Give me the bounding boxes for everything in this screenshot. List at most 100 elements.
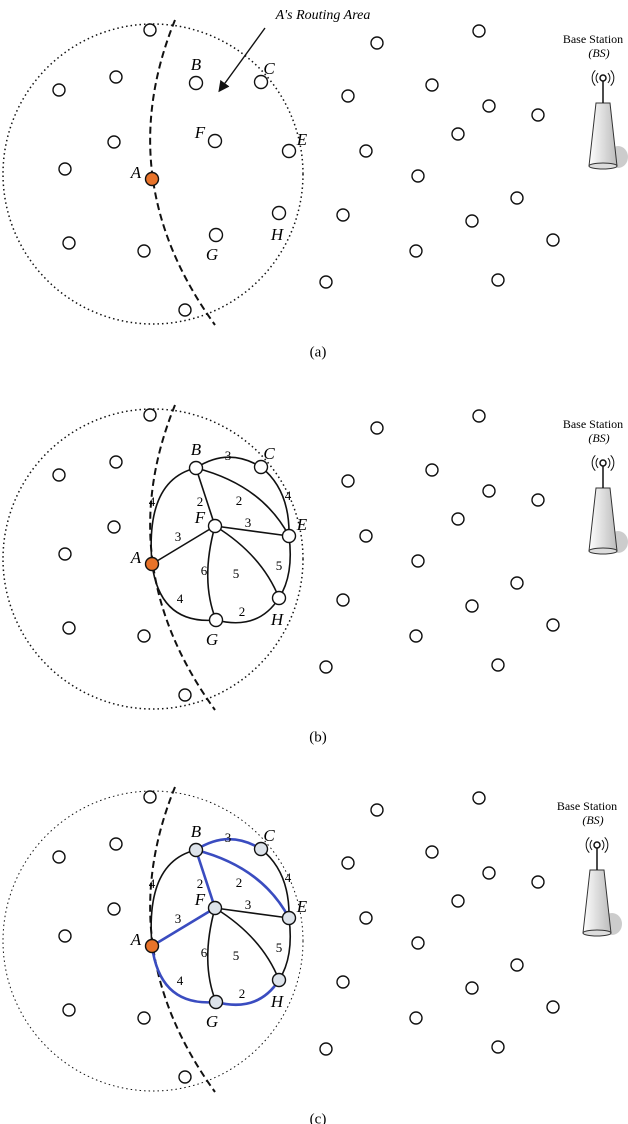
- sensor-node: [510, 576, 524, 590]
- sensor-node: [491, 1040, 505, 1054]
- edge: [195, 467, 216, 527]
- sensor-node: [137, 629, 151, 643]
- panel-caption: (b): [309, 729, 327, 745]
- sensor-node: [107, 902, 121, 916]
- sensor-node: [109, 455, 123, 469]
- sensor-node: [482, 99, 496, 113]
- sensor-node: [319, 660, 333, 674]
- antenna-top: [599, 74, 607, 82]
- sensor-node: [472, 791, 486, 805]
- node-label: B: [191, 55, 202, 74]
- signal-wave: [585, 836, 590, 854]
- sensor-node: [62, 621, 76, 635]
- sensor-node: [465, 214, 479, 228]
- node: [207, 518, 223, 534]
- node-label: B: [191, 440, 202, 459]
- node-label: E: [296, 515, 308, 534]
- node-label: F: [194, 508, 206, 527]
- edge: [150, 945, 217, 1004]
- node-label: A: [130, 163, 142, 182]
- sensor-node: [409, 1011, 423, 1025]
- sensor-node: [178, 688, 192, 702]
- sensor-node: [62, 1003, 76, 1017]
- sensor-node: [52, 468, 66, 482]
- edge: [151, 906, 216, 948]
- edge-weight: 4: [149, 494, 156, 509]
- sensor-node: [546, 1000, 560, 1014]
- edge-weight: 5: [276, 940, 283, 955]
- signal-wave: [601, 839, 605, 851]
- sensor-node: [425, 845, 439, 859]
- node-label: F: [194, 890, 206, 909]
- sensor-node: [451, 512, 465, 526]
- edge-weight: 6: [201, 563, 208, 578]
- edge-weight: 2: [239, 604, 246, 619]
- sensor-node: [482, 484, 496, 498]
- sensor-node: [546, 618, 560, 632]
- sensor-node: [178, 303, 192, 317]
- edge: [206, 525, 217, 621]
- sensor-node: [425, 78, 439, 92]
- edge-weight: 2: [197, 876, 204, 891]
- node-label: G: [206, 1012, 218, 1031]
- sensor-node: [370, 803, 384, 817]
- edge-weight: 2: [197, 494, 204, 509]
- sensor-node: [319, 275, 333, 289]
- signal-wave: [595, 457, 599, 469]
- node-label: H: [270, 610, 285, 629]
- bs-subtitle: (BS): [582, 813, 603, 827]
- routing-area: [2, 23, 304, 325]
- node-label: G: [206, 630, 218, 649]
- sensor-node: [531, 108, 545, 122]
- node-label: A: [130, 930, 142, 949]
- sensor-node: [472, 24, 486, 38]
- node: [281, 143, 297, 159]
- edge: [151, 525, 216, 565]
- sensor-node: [336, 593, 350, 607]
- annotation: A's Routing Area: [275, 8, 371, 23]
- panel-caption: (a): [310, 344, 327, 360]
- bs-subtitle: (BS): [588, 46, 609, 60]
- signal-wave: [607, 457, 611, 469]
- edge-weight: 3: [245, 515, 252, 530]
- edge: [194, 849, 217, 909]
- edge: [214, 525, 290, 537]
- edge-weight: 3: [175, 529, 182, 544]
- sensor-node: [143, 790, 157, 804]
- sensor-node: [465, 981, 479, 995]
- node-label: C: [263, 444, 275, 463]
- signal-wave: [591, 454, 596, 472]
- edge-weight: 3: [225, 830, 232, 845]
- node-label: H: [270, 225, 285, 244]
- edge: [214, 525, 280, 599]
- node: [208, 994, 224, 1010]
- sensor-node: [109, 837, 123, 851]
- node: [208, 227, 224, 243]
- edge-weight: 4: [149, 876, 156, 891]
- tower-base: [582, 929, 612, 937]
- node: [188, 842, 204, 858]
- edge: [206, 907, 217, 1003]
- node: [253, 459, 269, 475]
- sensor-node: [137, 244, 151, 258]
- node: [208, 612, 224, 628]
- node: [271, 590, 287, 606]
- sensor-node: [411, 554, 425, 568]
- sensor-node: [341, 856, 355, 870]
- edge-weight: 3: [245, 897, 252, 912]
- sensor-node: [359, 144, 373, 158]
- edge: [150, 849, 197, 947]
- node: [207, 900, 223, 916]
- tower-base: [588, 547, 618, 555]
- sensor-node: [411, 169, 425, 183]
- boundary-arc: [149, 404, 216, 711]
- bs-title: Base Station: [557, 799, 617, 813]
- sensor-node: [465, 599, 479, 613]
- edge: [214, 907, 290, 919]
- sensor-node: [178, 1070, 192, 1084]
- edge-weight: 5: [233, 948, 240, 963]
- sensor-node: [491, 273, 505, 287]
- sensor-node: [359, 911, 373, 925]
